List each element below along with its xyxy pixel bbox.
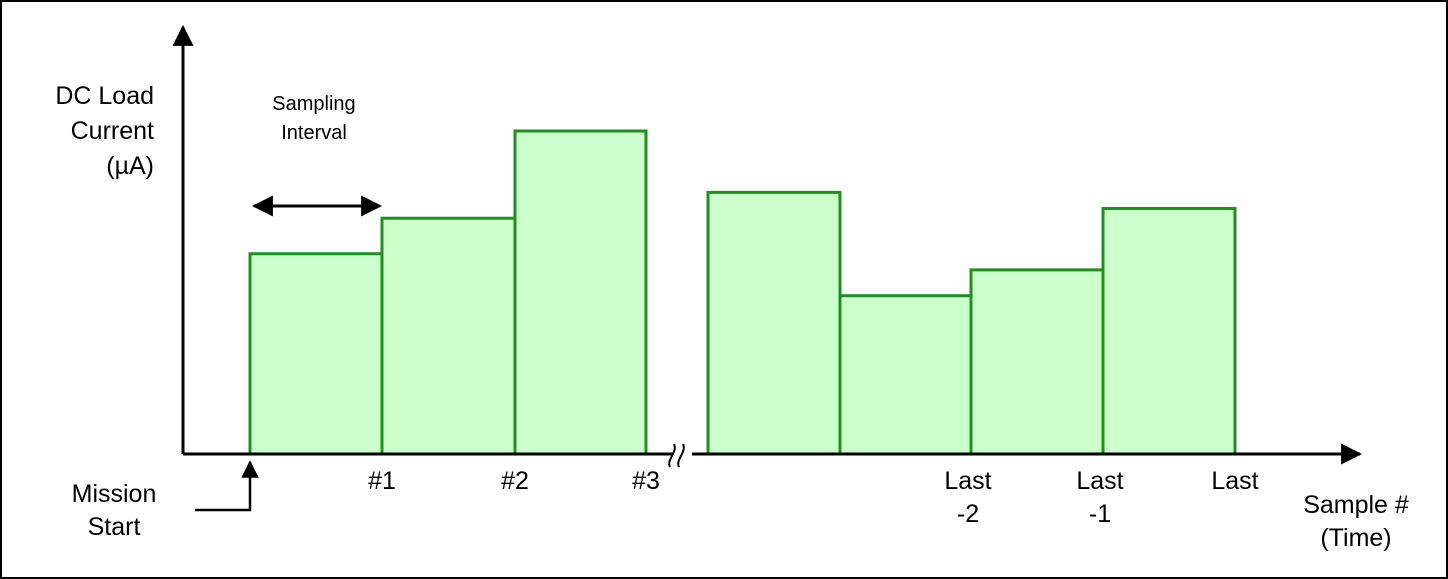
- bar-4: [706, 190, 842, 456]
- x-tick-label-4: Last -2: [944, 467, 991, 528]
- axis-break-icon: [668, 443, 685, 468]
- x-tick-label-1: #1: [368, 467, 396, 495]
- bar-5: [838, 294, 973, 456]
- bar-6: [969, 268, 1105, 456]
- x-tick-label-3: #3: [632, 467, 660, 495]
- x-tick-label-2: #2: [501, 467, 529, 495]
- mission-start-label: Mission Start: [72, 480, 157, 541]
- x-tick-label-6: Last: [1211, 467, 1258, 495]
- bar-3: [513, 129, 648, 456]
- mission-start-arrow: [195, 460, 259, 512]
- bar-2: [380, 216, 517, 456]
- bar-7: [1101, 207, 1237, 456]
- x-tick-label-5: Last -1: [1076, 467, 1123, 528]
- axes-layer: [172, 24, 1363, 512]
- y-axis-label: DC Load Current (µA): [55, 82, 154, 180]
- x-axis-label: Sample # (Time): [1303, 491, 1409, 552]
- labels-layer: DC Load Current (µA) Sampling Interval Missio…: [55, 82, 1409, 552]
- sampling-interval-label: Sampling Interval: [272, 93, 355, 144]
- bars-layer: [248, 129, 1237, 456]
- bar-1: [248, 252, 384, 456]
